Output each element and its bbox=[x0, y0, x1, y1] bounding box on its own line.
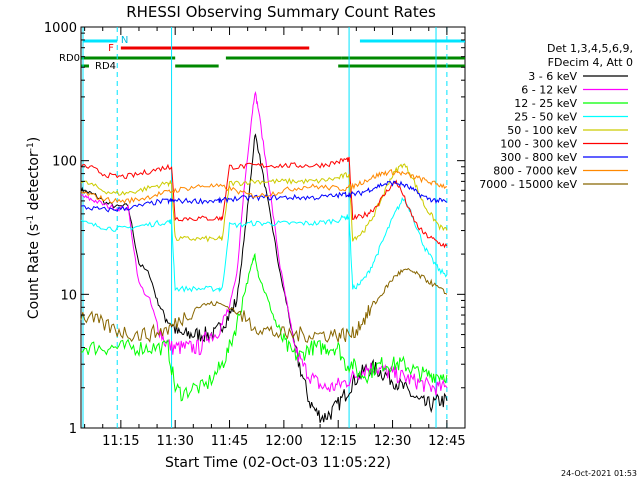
series-group bbox=[80, 90, 448, 423]
legend-entry-label: 100 - 300 keV bbox=[500, 138, 577, 151]
y-tick-label: 1000 bbox=[44, 21, 77, 36]
legend-entry-label: 800 - 7000 keV bbox=[493, 165, 577, 178]
legend-entry-label: 7000 - 15000 keV bbox=[479, 178, 577, 191]
night-flag-label: N bbox=[121, 35, 128, 46]
plot-area bbox=[80, 26, 466, 429]
series-line bbox=[80, 90, 448, 396]
y-axis-label-sup2: -1 bbox=[26, 142, 36, 151]
y-axis: 1 10 100 1000 bbox=[44, 21, 465, 437]
legend-entry-label: 3 - 6 keV bbox=[528, 70, 577, 83]
legend-header-line-1: Det 1,3,4,5,6,9, bbox=[547, 42, 633, 55]
legend-entry-label: 12 - 25 keV bbox=[514, 97, 577, 110]
y-axis-label: Count Rate (s-1 detector-1) bbox=[26, 137, 42, 319]
x-tick-label: 12:45 bbox=[428, 434, 465, 449]
y-tick-label: 10 bbox=[60, 288, 77, 303]
night-boundaries bbox=[82, 27, 448, 428]
legend-entry-label: 50 - 100 keV bbox=[507, 124, 577, 137]
legend-entry-label: 25 - 50 keV bbox=[514, 111, 577, 124]
series-line bbox=[80, 156, 448, 249]
flare-flag-label: F bbox=[108, 43, 114, 54]
x-tick-label: 12:00 bbox=[265, 434, 302, 449]
series-line bbox=[80, 163, 448, 243]
legend-entry-label: 6 - 12 keV bbox=[521, 84, 577, 97]
series-line bbox=[80, 267, 448, 343]
series-line bbox=[80, 196, 448, 293]
y-axis-label-end: ) bbox=[26, 137, 42, 142]
y-axis-label-sup: -1 bbox=[26, 215, 36, 224]
series-line bbox=[80, 252, 448, 402]
generated-timestamp: 24-Oct-2021 01:53 bbox=[561, 469, 637, 478]
series-line bbox=[80, 168, 448, 205]
legend-header-line-2: FDecim 4, Att 0 bbox=[548, 56, 633, 69]
rd4-flag-label: RD4 bbox=[95, 61, 116, 72]
x-axis: 11:15 11:30 11:45 12:00 12:15 12:30 12:45 bbox=[84, 27, 466, 449]
chart-title: RHESSI Observing Summary Count Rates bbox=[126, 3, 436, 21]
x-axis-label: Start Time (02-Oct-03 11:05:22) bbox=[165, 455, 391, 471]
rd0-flag-label: RD0 bbox=[59, 53, 80, 64]
x-tick-label: 11:45 bbox=[211, 434, 248, 449]
legend: Det 1,3,4,5,6,9, FDecim 4, Att 0 3 - 6 k… bbox=[479, 42, 633, 191]
series-line bbox=[80, 180, 448, 213]
x-tick-label: 11:15 bbox=[102, 434, 139, 449]
y-tick-label: 1 bbox=[69, 422, 77, 437]
x-tick-label: 12:30 bbox=[374, 434, 411, 449]
x-tick-label: 11:30 bbox=[156, 434, 193, 449]
x-tick-label: 12:15 bbox=[319, 434, 356, 449]
legend-entry-label: 300 - 800 keV bbox=[500, 151, 577, 164]
y-axis-label-mid: detector bbox=[26, 151, 42, 215]
observing-flags: NF RD0 RD4 bbox=[59, 35, 465, 72]
y-tick-label: 100 bbox=[52, 155, 77, 170]
y-axis-label-start: Count Rate (s bbox=[26, 224, 42, 319]
